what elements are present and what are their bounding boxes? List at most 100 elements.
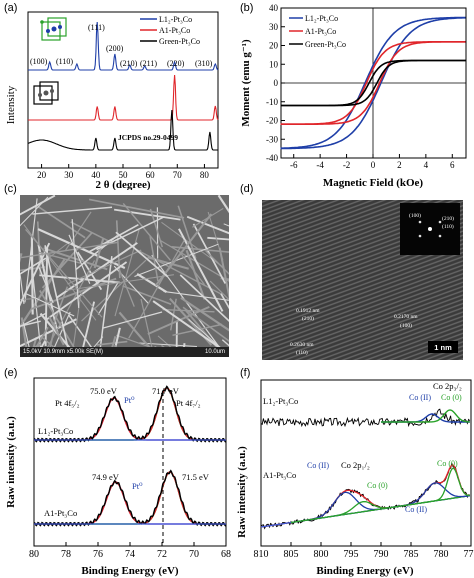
sem-fiber (20, 242, 51, 307)
sem-fiber (30, 236, 34, 315)
sem-fiber (20, 320, 41, 327)
sem-fiber (71, 219, 80, 308)
f-top-fit (381, 409, 470, 423)
b-ytick: 30 (269, 22, 279, 32)
e-bot-pk2: 71.5 eV (182, 472, 210, 482)
sem-fiber (207, 236, 229, 241)
a-xtick: 70 (173, 170, 183, 180)
fringe-110: (110) (296, 349, 308, 356)
sem-fiber (182, 306, 229, 342)
sem-fiber (49, 311, 71, 357)
panel-b-label: (b) (240, 2, 253, 14)
panel-e-pt4f-xps: (e) 75.0 eV 71.7 eV Pt 4f₅/₂ Pt⁰ Pt 4f₇/… (4, 367, 231, 577)
sem-fiber (88, 223, 139, 253)
b-loop-1 (280, 41, 466, 125)
a-ylabel: Intensity (5, 85, 17, 124)
f-xtick: 785 (404, 549, 419, 560)
sem-fiber (209, 280, 229, 301)
e-top-l2: Pt 4f₇/₂ (176, 398, 201, 408)
b-loop-0 (280, 17, 466, 150)
sem-fiber (32, 206, 113, 215)
f-ylabel: Raw intensity (a.u.) (237, 446, 248, 538)
sem-fiber (185, 249, 206, 300)
sem-fiber (118, 311, 160, 357)
sem-fiber (44, 245, 71, 354)
sem-fiber (65, 274, 174, 291)
sem-fiber (117, 266, 135, 307)
b-ytick: 0 (274, 78, 279, 88)
f-xtick: 780 (434, 549, 449, 560)
sem-fiber (188, 318, 229, 356)
sem-fiber (96, 340, 128, 346)
sem-fiber (21, 241, 119, 259)
a-xtick: 40 (91, 170, 101, 180)
sem-fiber (20, 297, 41, 301)
f-xlabel: Binding Energy (eV) (316, 565, 414, 577)
sem-fiber (48, 316, 65, 346)
sem-fiber (65, 211, 92, 251)
sem-fiber (149, 236, 159, 282)
panel-d-label: (d) (240, 183, 254, 195)
b-xtick: 6 (450, 160, 455, 170)
sem-fiber (177, 205, 197, 259)
e-top-pk1: 75.0 eV (90, 386, 118, 396)
f-top-c2: Co (II) (409, 393, 431, 402)
sem-fiber (128, 239, 185, 339)
fringe-0217: 0.2170 nm (394, 314, 418, 320)
peak-111: (111) (88, 23, 105, 32)
b-ytick: -30 (266, 134, 278, 144)
sem-fiber (42, 260, 96, 357)
b-legend-l12: L1₂-Pt₃Co (305, 14, 338, 23)
sem-fiber (179, 251, 205, 285)
peak-110: (110) (56, 57, 73, 66)
sem-fiber (97, 281, 120, 315)
f-top-raw (260, 408, 471, 428)
peak-220: (220) (167, 59, 185, 68)
sem-fiber (25, 293, 75, 317)
sem-fiber (115, 231, 169, 278)
sem-fiber (217, 195, 229, 214)
f-bot-fit (290, 467, 470, 524)
b-xtick: 0 (371, 160, 376, 170)
peak-211: (211) (140, 59, 157, 68)
b-loop-2 (280, 59, 466, 107)
sem-fiber (172, 323, 223, 337)
b-ytick: 10 (269, 59, 279, 69)
b-ylabel: Moment (emu g⁻¹) (240, 39, 252, 127)
a-xtick: 20 (37, 170, 47, 180)
sem-fiber (205, 250, 229, 275)
b-legend-a1: A1-Pt₃Co (305, 27, 336, 36)
b-xtick: -6 (290, 160, 298, 170)
sem-fiber (178, 228, 224, 312)
f-bot-c2: Co 2p₁/₂ (341, 460, 370, 470)
peak-100: (100) (30, 57, 48, 66)
sem-fiber (149, 208, 164, 248)
e-xtick: 74 (125, 549, 135, 560)
a-series-0 (28, 21, 219, 71)
f-xtick: 800 (314, 549, 329, 560)
sem-fiber (25, 229, 103, 318)
f-bot-c1: Co (II) (307, 461, 329, 470)
e-bot-pt0: Pt⁰ (132, 481, 143, 491)
f-bot-c4: Co (0) (437, 459, 458, 468)
e-xlabel: Binding Energy (eV) (81, 565, 179, 577)
sem-scale-label: 10.0um (204, 349, 225, 355)
b-ytick: -20 (266, 116, 278, 126)
e-xtick: 68 (221, 549, 231, 560)
a-xtick: 60 (146, 170, 156, 180)
panel-f-label: (f) (240, 367, 250, 379)
e-top-l1: Pt 4f₅/₂ (55, 398, 80, 408)
b-xlabel: Magnetic Field (kOe) (323, 177, 424, 189)
sem-fiber (218, 247, 229, 301)
b-legend-green: Green-Pt₃Co (305, 40, 346, 49)
sem-fiber (68, 314, 100, 357)
a-xlabel: 2 θ (degree) (95, 179, 150, 190)
sem-fiber (207, 211, 224, 261)
f-xtick: 810 (254, 549, 269, 560)
f-top-c3: Co (0) (441, 393, 462, 402)
sem-fiber (20, 195, 56, 216)
sem-fiber (68, 234, 91, 285)
sem-info-bar: 15.0kV 10.9mm x5.00k SE(M) (23, 349, 104, 355)
f-xtick: 775 (464, 549, 474, 560)
